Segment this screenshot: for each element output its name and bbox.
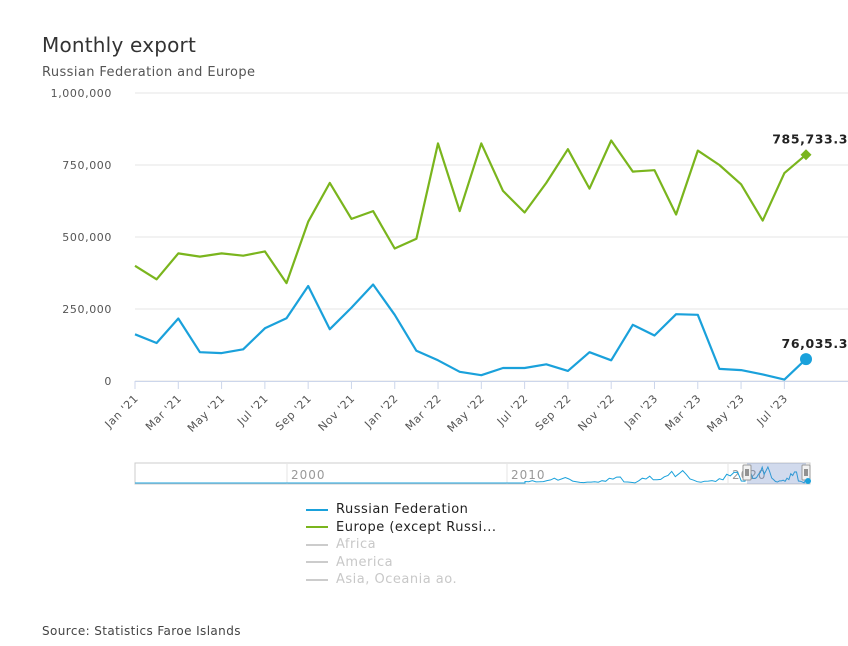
x-tick-label: Jul '21 [234,392,271,429]
x-tick-label: Jul '23 [754,392,791,429]
end-marker-diamond[interactable] [800,149,812,161]
x-tick-label: Sep '21 [273,392,314,433]
source-note: Source: Statistics Faroe Islands [42,624,241,638]
y-axis: 0 250,000 500,000 750,000 1,000,000 [51,87,112,388]
legend-item-2[interactable]: Africa [306,536,497,554]
y-tick-label: 1,000,000 [51,87,112,100]
navigator-year-label: 2000 [291,468,326,482]
series-line-1[interactable] [134,139,807,285]
legend-swatch [306,508,328,511]
x-tick-label: May '22 [445,392,488,435]
x-tick-label: Sep '22 [533,392,574,433]
y-tick-label: 250,000 [62,303,112,316]
legend-swatch [306,561,328,564]
x-axis: Jan '21 Mar '21 May '21 Jul '21 Sep '21 Nov '… [102,381,848,435]
x-tick-label: Mar '22 [403,392,444,433]
y-tick-label: 500,000 [62,231,112,244]
legend-swatch [306,526,328,529]
navigator-series-line [135,465,807,484]
grid-lines [135,92,848,382]
x-tick-label: May '23 [704,392,747,435]
chart-title: Monthly export [42,33,197,57]
navigator-year-label: 2010 [511,468,546,482]
x-tick-label: Nov '22 [575,392,617,434]
x-tick-label: Jul '22 [494,392,531,429]
x-tick-label: May '21 [185,392,228,435]
x-tick-label: Mar '21 [143,392,184,433]
legend-label: Africa [336,537,377,553]
legend-item-1[interactable]: Europe (except Russi... [306,519,497,537]
legend-swatch [306,543,328,546]
legend-swatch [306,578,328,581]
legend-item-3[interactable]: America [306,554,497,572]
end-value-label: 785,733.3 [772,132,848,147]
series-line-0[interactable] [134,283,807,381]
legend-label: Russian Federation [336,502,469,518]
series-lines [134,139,812,381]
end-marker-circle[interactable] [800,353,812,366]
x-tick-label: Mar '23 [663,392,704,433]
x-tick-label: Jan '23 [621,392,660,431]
navigator-selection[interactable] [747,463,806,484]
x-tick-label: Jan '22 [361,392,400,431]
end-labels: 76,035.3 785,733.3 [772,132,848,351]
legend-label: Asia, Oceania ao. [336,572,458,588]
navigator-left-handle[interactable] [742,464,752,481]
x-tick-label: Nov '21 [316,392,358,434]
y-tick-label: 750,000 [62,159,112,172]
navigator-right-handle[interactable] [801,464,811,481]
x-tick-label: Jan '21 [102,392,141,431]
legend: Russian Federation Europe (except Russi..… [306,501,497,589]
y-tick-label: 0 [104,375,112,388]
legend-label: America [336,554,394,570]
legend-item-0[interactable]: Russian Federation [306,501,497,519]
navigator[interactable]: 200020102020 [134,462,811,485]
legend-item-4[interactable]: Asia, Oceania ao. [306,571,497,589]
end-value-label: 76,035.3 [782,336,848,351]
chart-subtitle: Russian Federation and Europe [42,65,256,80]
legend-label: Europe (except Russi... [336,519,497,535]
navigator-end-dot [805,478,811,484]
